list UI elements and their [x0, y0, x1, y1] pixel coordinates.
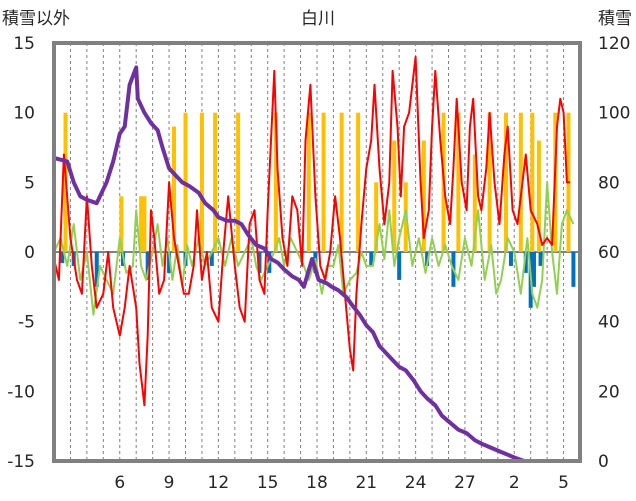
right-tick-label: 20 [598, 382, 620, 402]
sunshine-bar [392, 140, 397, 252]
sunshine-bar [518, 112, 523, 253]
x-tick-label: 6 [114, 473, 125, 493]
left-axis-label: 積雪以外 [2, 9, 70, 29]
chart-title: 白川 [301, 9, 335, 29]
right-tick-label: 0 [598, 452, 609, 472]
right-tick-label: 60 [598, 243, 620, 263]
sunshine-bar [119, 196, 124, 252]
precipitation-bar [94, 252, 99, 287]
plot-frame [52, 41, 582, 463]
x-tick-label: 5 [558, 473, 569, 493]
sunshine-bar [356, 112, 361, 253]
sunshine-bar [536, 140, 541, 252]
precipitation-bar [538, 252, 543, 266]
left-tick-label: 10 [13, 104, 35, 124]
precipitation-bar [397, 252, 402, 280]
sunshine-bar [321, 112, 326, 253]
sunshine-bar [472, 154, 477, 252]
sunshine-bar [339, 112, 344, 253]
precipitation-bar [257, 252, 262, 273]
sunshine-bar [456, 112, 461, 253]
precipitation-bar [523, 252, 528, 273]
left-tick-label: 15 [13, 34, 35, 54]
x-tick-label: 21 [355, 473, 377, 493]
left-tick-label: 5 [24, 173, 35, 193]
right-tick-label: 120 [598, 34, 630, 54]
sunshine-bar [142, 196, 147, 252]
sunshine-bar [139, 196, 144, 252]
snow_depth-line [53, 65, 574, 463]
sunshine-bar [171, 126, 176, 252]
right-tick-label: 80 [598, 173, 620, 193]
precipitation-bar [369, 252, 374, 266]
left-tick-label: -15 [7, 452, 35, 472]
temperature-line [53, 55, 571, 407]
sunshine-bar [199, 112, 204, 253]
left-tick-label: -10 [7, 382, 35, 402]
sunshine-bar [504, 112, 509, 253]
sunshine-bar [421, 140, 426, 252]
right-tick-label: 100 [598, 104, 630, 124]
sunshine-bar [213, 112, 218, 253]
tick-labels: 15 10 5 0 -5 -10 -15 120 100 80 60 40 20 0 6 9 12 15 18 21 2… [7, 34, 630, 493]
sunshine-bar [273, 112, 278, 253]
precipitation-bar [145, 252, 150, 280]
left-tick-label: 0 [24, 243, 35, 263]
precipitation-bar [167, 252, 172, 273]
sunshine-bar [487, 112, 492, 253]
sunshine-bar [530, 112, 535, 253]
sunshine-bar [374, 182, 379, 252]
precipitation-bar [508, 252, 513, 266]
sunshine-bar [236, 112, 241, 253]
x-tick-label: 24 [405, 473, 427, 493]
x-tick-label: 2 [509, 473, 520, 493]
line-series [53, 55, 575, 463]
precipitation-bar [209, 252, 214, 266]
x-tick-label: 27 [454, 473, 476, 493]
precipitation-bar [571, 252, 576, 287]
right-axis-label: 積雪 [598, 9, 632, 29]
left-tick-label: -5 [18, 313, 35, 333]
grid-lines [69, 43, 565, 461]
x-tick-label: 9 [164, 473, 175, 493]
sunshine-bar [306, 112, 311, 253]
x-tick-label: 12 [208, 473, 230, 493]
precipitation-bar [60, 252, 65, 264]
x-tick-label: 15 [257, 473, 279, 493]
x-tick-label: 18 [306, 473, 328, 493]
snow_change-line [53, 181, 575, 316]
right-tick-label: 40 [598, 313, 620, 333]
precipitation-bar [531, 252, 536, 287]
